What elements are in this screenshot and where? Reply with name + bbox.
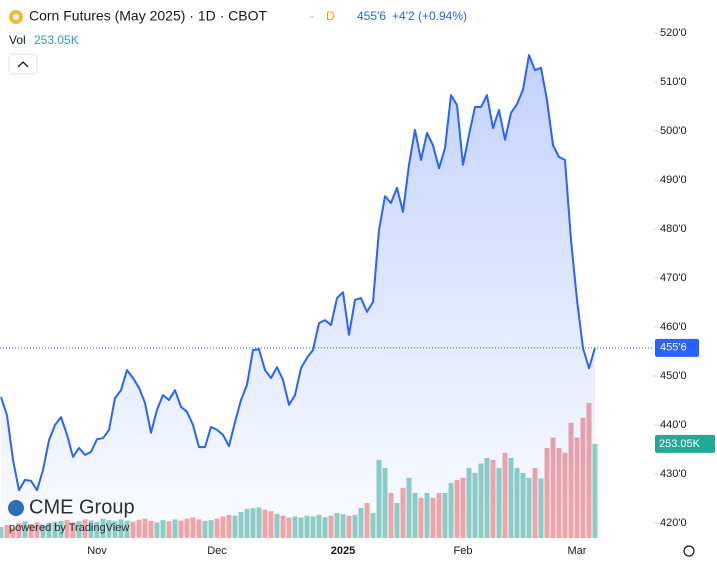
chart-title: Corn Futures (May 2025) · 1D · CBOT (29, 8, 268, 24)
y-tick-label: 520'0 (660, 27, 687, 39)
y-tick-label: 480'0 (660, 223, 687, 235)
x-tick-label: Dec (207, 545, 227, 557)
interval-badge: D (326, 9, 335, 23)
plot-area (0, 54, 598, 538)
volume-caption: Vol (9, 33, 26, 47)
collapse-button[interactable] (8, 53, 38, 75)
x-tick-label: Feb (454, 545, 473, 557)
watermark-logo (8, 500, 24, 516)
volume-value: 253.05K (34, 33, 79, 47)
symbol-icon-dot (13, 14, 19, 20)
x-tick-label: 2025 (331, 545, 355, 557)
watermark-sub: powered by TradingView (9, 522, 129, 534)
y-tick-label: 440'0 (660, 419, 687, 431)
collapse-icon (17, 61, 29, 68)
x-tick-label: Mar (568, 545, 587, 557)
price-line (0, 54, 596, 492)
y-tick-label: 430'0 (660, 468, 687, 480)
y-tick-label: 460'0 (660, 321, 687, 333)
volume-axis-label: 253.05K (659, 438, 701, 450)
x-tick-label: Nov (87, 545, 107, 557)
price-area (1, 55, 595, 538)
last-price: 455'6 (357, 9, 386, 23)
last-price-box (655, 338, 699, 357)
y-tick-label: 490'0 (660, 174, 687, 186)
last-price-axis-label: 455'6 (660, 342, 687, 354)
y-tick-label: 420'0 (660, 517, 687, 529)
status-dash: - (310, 8, 314, 23)
volume-box (655, 434, 715, 453)
settings-button[interactable] (683, 545, 695, 557)
y-tick-label: 500'0 (660, 125, 687, 137)
y-tick-label: 510'0 (660, 76, 687, 88)
price-change: +4'2 (+0.94%) (392, 9, 467, 23)
y-tick-label: 450'0 (660, 370, 687, 382)
watermark: CME Group (29, 496, 135, 518)
y-tick-label: 470'0 (660, 272, 687, 284)
